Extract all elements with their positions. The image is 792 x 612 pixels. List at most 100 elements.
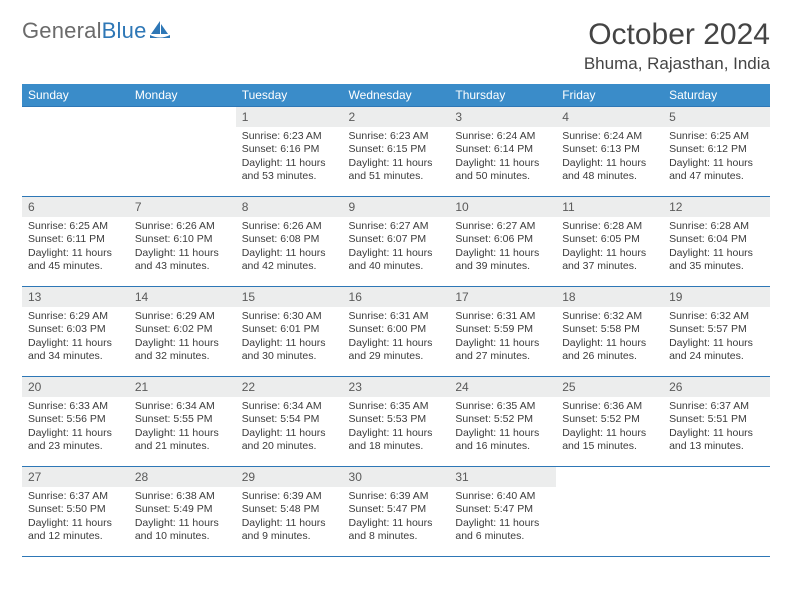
day-details: Sunrise: 6:25 AMSunset: 6:12 PMDaylight:… xyxy=(663,127,770,190)
month-title: October 2024 xyxy=(584,18,770,52)
weekday-header: Tuesday xyxy=(236,84,343,107)
day-details: Sunrise: 6:35 AMSunset: 5:52 PMDaylight:… xyxy=(449,397,556,460)
day-details: Sunrise: 6:23 AMSunset: 6:16 PMDaylight:… xyxy=(236,127,343,190)
day-cell xyxy=(129,107,236,197)
day-details: Sunrise: 6:33 AMSunset: 5:56 PMDaylight:… xyxy=(22,397,129,460)
weekday-header: Sunday xyxy=(22,84,129,107)
day-cell: 6Sunrise: 6:25 AMSunset: 6:11 PMDaylight… xyxy=(22,197,129,287)
day-number: 10 xyxy=(449,197,556,217)
location: Bhuma, Rajasthan, India xyxy=(584,54,770,74)
sail-icon xyxy=(150,18,170,44)
header: GeneralBlue October 2024 Bhuma, Rajastha… xyxy=(22,18,770,74)
week-row: 27Sunrise: 6:37 AMSunset: 5:50 PMDayligh… xyxy=(22,467,770,557)
weekday-header: Thursday xyxy=(449,84,556,107)
weekday-header: Friday xyxy=(556,84,663,107)
day-cell: 3Sunrise: 6:24 AMSunset: 6:14 PMDaylight… xyxy=(449,107,556,197)
day-details: Sunrise: 6:31 AMSunset: 5:59 PMDaylight:… xyxy=(449,307,556,370)
day-cell: 18Sunrise: 6:32 AMSunset: 5:58 PMDayligh… xyxy=(556,287,663,377)
day-cell: 19Sunrise: 6:32 AMSunset: 5:57 PMDayligh… xyxy=(663,287,770,377)
day-cell: 2Sunrise: 6:23 AMSunset: 6:15 PMDaylight… xyxy=(343,107,450,197)
day-details: Sunrise: 6:36 AMSunset: 5:52 PMDaylight:… xyxy=(556,397,663,460)
day-number: 1 xyxy=(236,107,343,127)
day-details: Sunrise: 6:37 AMSunset: 5:51 PMDaylight:… xyxy=(663,397,770,460)
week-row: 20Sunrise: 6:33 AMSunset: 5:56 PMDayligh… xyxy=(22,377,770,467)
day-cell: 4Sunrise: 6:24 AMSunset: 6:13 PMDaylight… xyxy=(556,107,663,197)
day-number: 23 xyxy=(343,377,450,397)
day-details: Sunrise: 6:30 AMSunset: 6:01 PMDaylight:… xyxy=(236,307,343,370)
week-row: 13Sunrise: 6:29 AMSunset: 6:03 PMDayligh… xyxy=(22,287,770,377)
day-cell: 15Sunrise: 6:30 AMSunset: 6:01 PMDayligh… xyxy=(236,287,343,377)
weekday-header: Saturday xyxy=(663,84,770,107)
weekday-header: Monday xyxy=(129,84,236,107)
day-number: 5 xyxy=(663,107,770,127)
calendar-page: GeneralBlue October 2024 Bhuma, Rajastha… xyxy=(0,0,792,575)
day-number: 22 xyxy=(236,377,343,397)
logo: GeneralBlue xyxy=(22,18,170,44)
day-details: Sunrise: 6:27 AMSunset: 6:06 PMDaylight:… xyxy=(449,217,556,280)
day-cell xyxy=(556,467,663,557)
day-number: 24 xyxy=(449,377,556,397)
day-number: 2 xyxy=(343,107,450,127)
day-number: 8 xyxy=(236,197,343,217)
day-cell: 22Sunrise: 6:34 AMSunset: 5:54 PMDayligh… xyxy=(236,377,343,467)
day-cell: 7Sunrise: 6:26 AMSunset: 6:10 PMDaylight… xyxy=(129,197,236,287)
day-number: 6 xyxy=(22,197,129,217)
day-cell: 16Sunrise: 6:31 AMSunset: 6:00 PMDayligh… xyxy=(343,287,450,377)
day-number: 11 xyxy=(556,197,663,217)
day-number: 17 xyxy=(449,287,556,307)
day-details: Sunrise: 6:37 AMSunset: 5:50 PMDaylight:… xyxy=(22,487,129,550)
day-number: 12 xyxy=(663,197,770,217)
day-cell xyxy=(663,467,770,557)
logo-text-blue: Blue xyxy=(102,18,147,44)
day-details: Sunrise: 6:32 AMSunset: 5:58 PMDaylight:… xyxy=(556,307,663,370)
day-number: 9 xyxy=(343,197,450,217)
calendar-table: Sunday Monday Tuesday Wednesday Thursday… xyxy=(22,84,770,557)
title-block: October 2024 Bhuma, Rajasthan, India xyxy=(584,18,770,74)
logo-text-gray: General xyxy=(22,18,102,44)
day-details: Sunrise: 6:24 AMSunset: 6:13 PMDaylight:… xyxy=(556,127,663,190)
day-cell: 27Sunrise: 6:37 AMSunset: 5:50 PMDayligh… xyxy=(22,467,129,557)
day-cell: 12Sunrise: 6:28 AMSunset: 6:04 PMDayligh… xyxy=(663,197,770,287)
day-number: 14 xyxy=(129,287,236,307)
day-number: 27 xyxy=(22,467,129,487)
day-details: Sunrise: 6:26 AMSunset: 6:10 PMDaylight:… xyxy=(129,217,236,280)
day-details: Sunrise: 6:39 AMSunset: 5:47 PMDaylight:… xyxy=(343,487,450,550)
day-details: Sunrise: 6:28 AMSunset: 6:05 PMDaylight:… xyxy=(556,217,663,280)
day-number: 16 xyxy=(343,287,450,307)
day-details: Sunrise: 6:34 AMSunset: 5:55 PMDaylight:… xyxy=(129,397,236,460)
day-number: 15 xyxy=(236,287,343,307)
day-details: Sunrise: 6:29 AMSunset: 6:02 PMDaylight:… xyxy=(129,307,236,370)
day-details: Sunrise: 6:25 AMSunset: 6:11 PMDaylight:… xyxy=(22,217,129,280)
day-number: 19 xyxy=(663,287,770,307)
day-number: 21 xyxy=(129,377,236,397)
day-cell: 11Sunrise: 6:28 AMSunset: 6:05 PMDayligh… xyxy=(556,197,663,287)
day-number: 20 xyxy=(22,377,129,397)
calendar-body: 1Sunrise: 6:23 AMSunset: 6:16 PMDaylight… xyxy=(22,107,770,557)
day-details: Sunrise: 6:38 AMSunset: 5:49 PMDaylight:… xyxy=(129,487,236,550)
day-cell: 25Sunrise: 6:36 AMSunset: 5:52 PMDayligh… xyxy=(556,377,663,467)
day-number: 25 xyxy=(556,377,663,397)
day-details: Sunrise: 6:28 AMSunset: 6:04 PMDaylight:… xyxy=(663,217,770,280)
day-cell: 28Sunrise: 6:38 AMSunset: 5:49 PMDayligh… xyxy=(129,467,236,557)
day-number: 29 xyxy=(236,467,343,487)
week-row: 6Sunrise: 6:25 AMSunset: 6:11 PMDaylight… xyxy=(22,197,770,287)
day-cell xyxy=(22,107,129,197)
day-number: 7 xyxy=(129,197,236,217)
day-number: 3 xyxy=(449,107,556,127)
day-details: Sunrise: 6:39 AMSunset: 5:48 PMDaylight:… xyxy=(236,487,343,550)
day-cell: 10Sunrise: 6:27 AMSunset: 6:06 PMDayligh… xyxy=(449,197,556,287)
day-cell: 20Sunrise: 6:33 AMSunset: 5:56 PMDayligh… xyxy=(22,377,129,467)
day-cell: 14Sunrise: 6:29 AMSunset: 6:02 PMDayligh… xyxy=(129,287,236,377)
day-cell: 9Sunrise: 6:27 AMSunset: 6:07 PMDaylight… xyxy=(343,197,450,287)
day-details: Sunrise: 6:32 AMSunset: 5:57 PMDaylight:… xyxy=(663,307,770,370)
day-details: Sunrise: 6:24 AMSunset: 6:14 PMDaylight:… xyxy=(449,127,556,190)
day-number: 18 xyxy=(556,287,663,307)
day-cell: 23Sunrise: 6:35 AMSunset: 5:53 PMDayligh… xyxy=(343,377,450,467)
day-cell: 24Sunrise: 6:35 AMSunset: 5:52 PMDayligh… xyxy=(449,377,556,467)
day-number: 4 xyxy=(556,107,663,127)
day-cell: 21Sunrise: 6:34 AMSunset: 5:55 PMDayligh… xyxy=(129,377,236,467)
day-cell: 8Sunrise: 6:26 AMSunset: 6:08 PMDaylight… xyxy=(236,197,343,287)
day-number: 30 xyxy=(343,467,450,487)
day-details: Sunrise: 6:29 AMSunset: 6:03 PMDaylight:… xyxy=(22,307,129,370)
weekday-header-row: Sunday Monday Tuesday Wednesday Thursday… xyxy=(22,84,770,107)
